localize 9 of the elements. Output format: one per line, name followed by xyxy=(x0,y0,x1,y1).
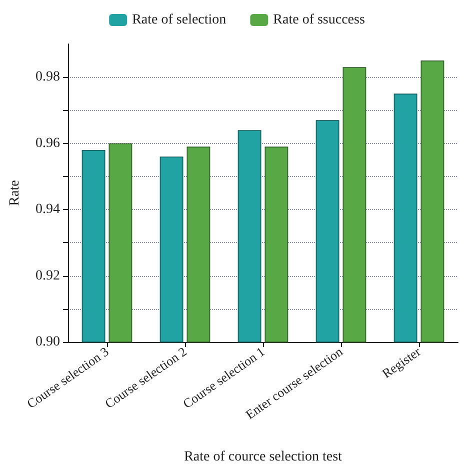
x-axis-title: Rate of cource selection test xyxy=(184,450,342,464)
y-tick-label: 0.90 xyxy=(36,334,60,350)
y-axis-title: Rate xyxy=(8,180,22,206)
y-tick-label: 0.92 xyxy=(36,268,60,284)
legend-label: Rate of ssuccess xyxy=(273,12,365,28)
y-tick-label: 0.98 xyxy=(36,70,60,85)
legend-label: Rate of selection xyxy=(132,12,226,28)
y-tick-label: 0.96 xyxy=(36,136,60,151)
y-tick-label: 0.94 xyxy=(36,202,60,218)
